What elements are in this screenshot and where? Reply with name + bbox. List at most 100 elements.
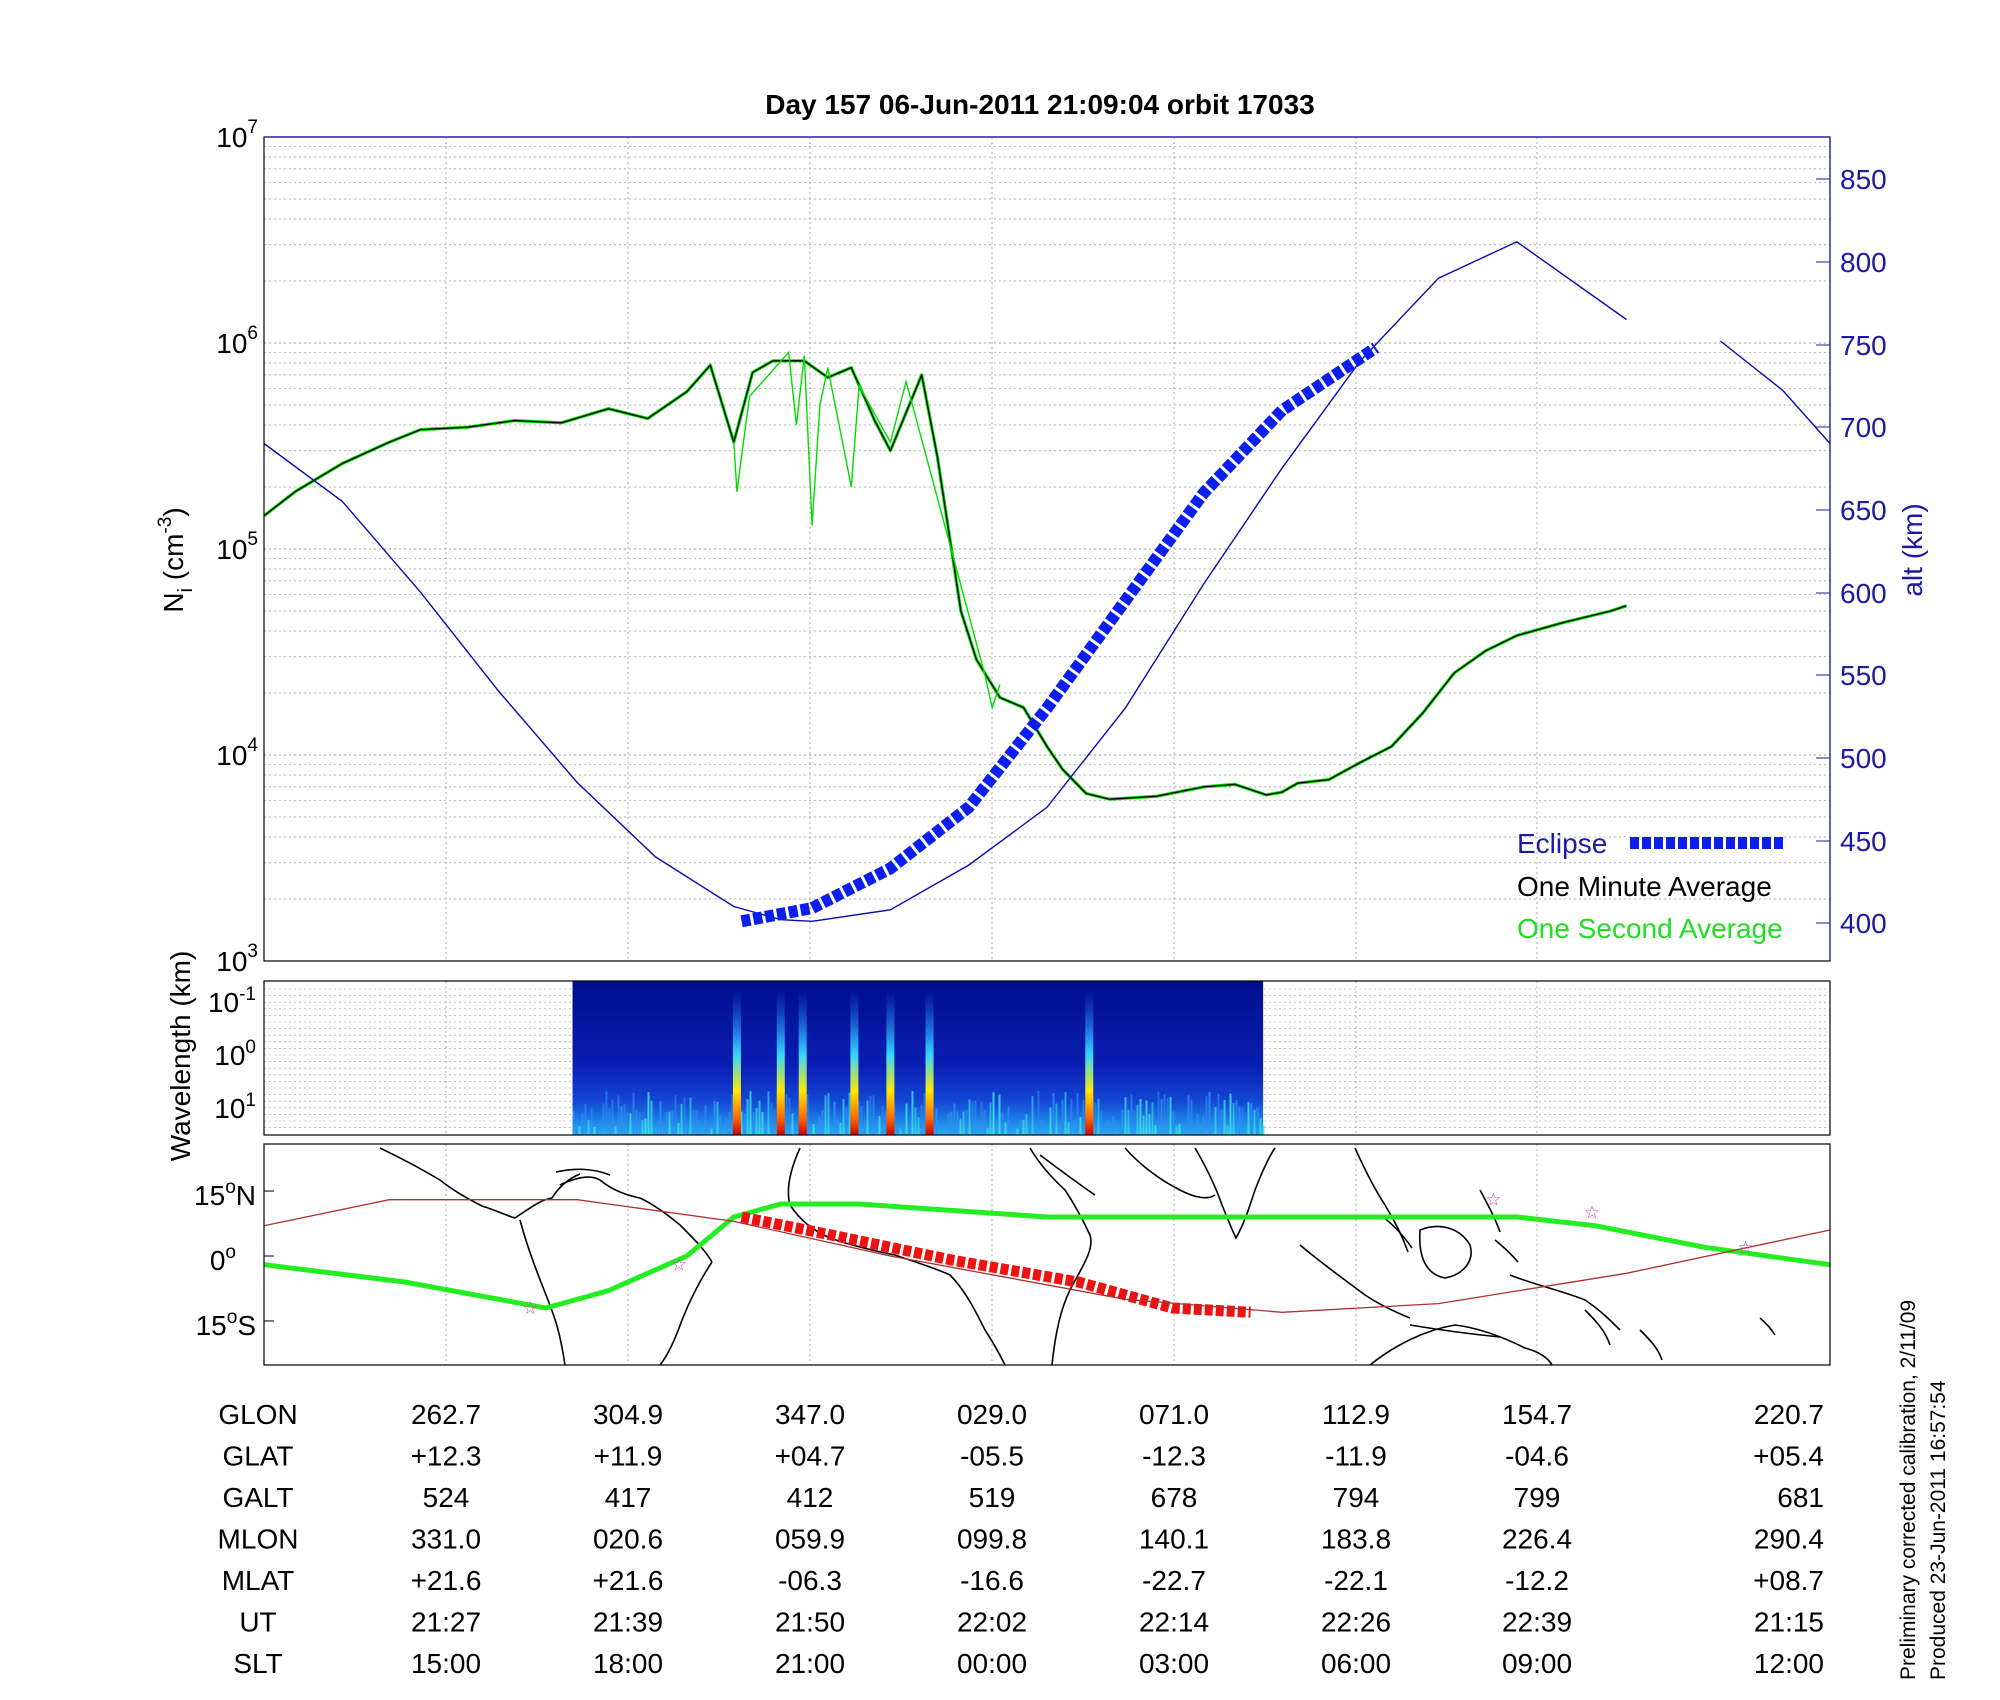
lat-tick-15N: 15oN: [194, 1177, 256, 1211]
map-marker-star-icon: ☆: [1485, 1190, 1501, 1211]
spectrogram-burst: [798, 989, 807, 1135]
spectrogram-column: [914, 1107, 917, 1135]
table-row-label: GLON: [218, 1399, 297, 1430]
spectrogram-column: [1034, 1128, 1037, 1135]
spectrogram-column: [1154, 1125, 1157, 1135]
spectrogram-column: [1016, 1128, 1019, 1135]
alt-tick-750: 750: [1816, 330, 1887, 361]
spectrogram-column: [1019, 1119, 1022, 1135]
spectrogram-column: [1139, 1099, 1142, 1135]
spectrogram-column: [599, 1121, 602, 1135]
spectrogram-column: [1142, 1115, 1145, 1135]
coastlines: [379, 1147, 1776, 1366]
spectrogram-column: [1052, 1092, 1055, 1135]
spectrogram-column: [902, 1125, 905, 1135]
spectrogram-column: [1226, 1125, 1229, 1135]
spectrogram-column: [1133, 1110, 1136, 1135]
spectrogram-column: [905, 1103, 908, 1135]
spectrogram-column: [947, 1113, 950, 1135]
table-cell: +21.6: [593, 1565, 664, 1596]
spectrogram-column: [1073, 1119, 1076, 1135]
orbit-data-table: GLON GLAT GALT MLON MLAT UT SLT 262.7 +12.3 524 33…: [218, 1399, 1824, 1679]
spectrogram-column: [1199, 1128, 1202, 1135]
table-cell: 154.7: [1502, 1399, 1572, 1430]
table-cell: 12:00: [1754, 1648, 1824, 1679]
table-cell: -05.5: [960, 1441, 1024, 1472]
alt-tick-450: 450: [1816, 826, 1887, 857]
spectrogram-column: [1193, 1124, 1196, 1135]
spectrogram-column: [1190, 1099, 1193, 1135]
spectrogram-column: [683, 1097, 686, 1135]
table-cell: -16.6: [960, 1565, 1024, 1596]
svg-text:550: 550: [1840, 660, 1887, 691]
spectrogram-column: [1172, 1111, 1175, 1135]
y-tick-1e5: 105: [216, 529, 258, 565]
spectrogram-column: [797, 1119, 800, 1135]
table-cell: +11.9: [594, 1441, 663, 1472]
coast-malaysia: [1379, 1214, 1413, 1249]
table-row-label: GLAT: [222, 1441, 293, 1472]
coast-east-africa: [1029, 1147, 1092, 1366]
spectrogram-column: [881, 1105, 884, 1135]
coast-java: [1409, 1324, 1501, 1338]
spectrogram-column: [1259, 1117, 1262, 1135]
spectrogram-column: [950, 1111, 953, 1135]
alt-tick-650: 650: [1816, 495, 1887, 526]
spectrogram-column: [605, 1091, 608, 1135]
spectrogram-column: [1046, 1125, 1049, 1135]
table-cell: -11.9: [1325, 1441, 1387, 1472]
spectrogram-column: [1004, 1122, 1007, 1135]
spectrogram-column: [668, 1111, 671, 1135]
coast-south-america-west: [519, 1219, 566, 1366]
table-cell: 00:00: [957, 1648, 1027, 1679]
y-tick-1e6: 106: [216, 323, 258, 359]
spectrogram-column: [1094, 1102, 1097, 1135]
spectrogram-column: [596, 1124, 599, 1135]
spectrogram-column: [1007, 1106, 1010, 1135]
spectrogram-column: [773, 1108, 776, 1135]
spectrogram-column: [764, 1127, 767, 1135]
spectrogram-column: [1061, 1100, 1064, 1135]
spectrogram-column: [584, 1104, 587, 1135]
table-row-label: SLT: [233, 1648, 282, 1679]
spec-tick-1e0: 100: [214, 1037, 256, 1071]
map-gridlines: [264, 1144, 1538, 1365]
table-cell: 21:39: [593, 1607, 663, 1638]
table-cell: 21:27: [411, 1607, 481, 1638]
table-cell: 417: [605, 1482, 652, 1513]
alt-tick-500: 500: [1816, 743, 1887, 774]
alt-tick-850: 850: [1816, 164, 1887, 195]
spectrogram-column: [998, 1094, 1001, 1135]
spectrogram-column: [659, 1100, 662, 1135]
svg-text:700: 700: [1840, 412, 1887, 443]
svg-text:600: 600: [1840, 578, 1887, 609]
lat-tick-15S: 15oS: [196, 1307, 256, 1341]
coast-australia: [1369, 1324, 1553, 1366]
spectrogram-column: [695, 1110, 698, 1135]
spectrogram-column: [1121, 1109, 1124, 1135]
spectrogram-column: [665, 1112, 668, 1135]
spectrogram-column: [863, 1123, 866, 1135]
spectrogram-column: [1205, 1095, 1208, 1135]
lat-tick-0: 0o: [210, 1242, 236, 1276]
spectrogram-column: [572, 1110, 575, 1135]
spectrogram-frame: [263, 980, 1831, 1136]
spectrogram-column: [911, 1091, 914, 1135]
coast-philippines: [1479, 1189, 1519, 1263]
spectrogram-column: [986, 1128, 989, 1135]
spectrogram-column: [1217, 1094, 1220, 1135]
map-panel: ☆ ☆ ☆ ☆ ☆ 15oN 0o 15oS: [194, 1143, 1831, 1366]
alt-tick-400: 400: [1816, 908, 1887, 939]
table-cell: 22:02: [957, 1607, 1027, 1638]
table-cell: +04.7: [775, 1441, 846, 1472]
spectrogram-column: [992, 1092, 995, 1135]
spectrogram-column: [716, 1101, 719, 1135]
spectrogram-column: [1262, 1125, 1265, 1135]
spectrogram-column: [824, 1095, 827, 1135]
map-eclipse-track: [740, 1211, 1251, 1318]
spectrogram-burst: [776, 989, 785, 1135]
table-cell: 412: [787, 1482, 834, 1513]
map-magnetic-equator: [263, 1199, 1831, 1313]
table-cell: +12.3: [411, 1441, 482, 1472]
spectrogram-column: [1124, 1097, 1127, 1135]
